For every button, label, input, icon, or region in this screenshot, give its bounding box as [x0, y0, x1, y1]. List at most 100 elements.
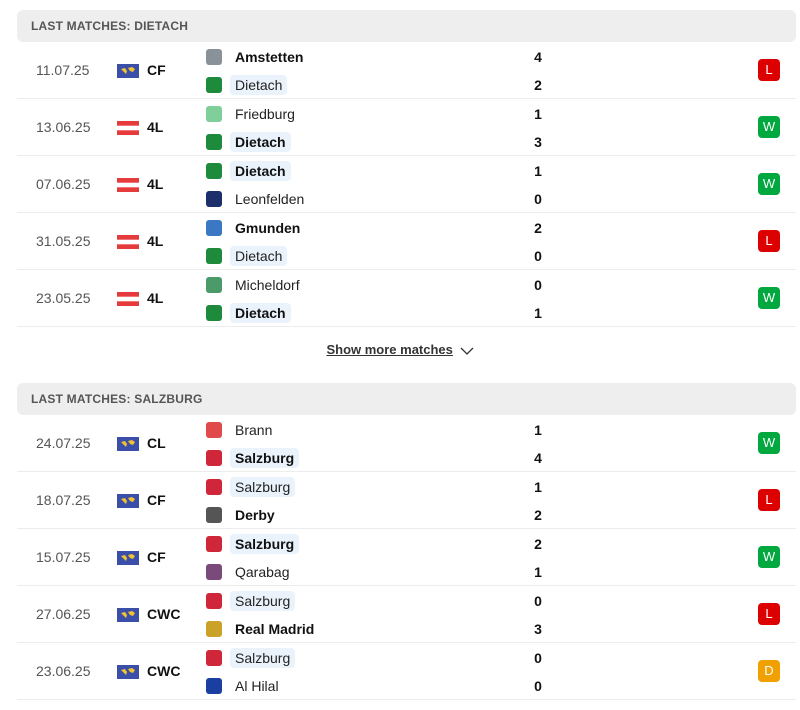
home-team[interactable]: Salzburg — [206, 532, 300, 556]
world-flag-icon — [117, 608, 139, 622]
home-team-logo-icon — [206, 650, 222, 666]
competition-label: 4L — [147, 176, 164, 192]
match-date: 13.06.25 — [36, 119, 91, 135]
away-team-name[interactable]: Derby — [235, 507, 275, 523]
austria-flag-icon — [117, 235, 139, 249]
competition-label: CWC — [147, 606, 181, 622]
home-team[interactable]: Salzburg — [206, 589, 296, 613]
home-team-name[interactable]: Salzburg — [230, 477, 296, 497]
show-more-matches-link[interactable]: Show more matches — [326, 342, 453, 357]
away-team-name[interactable]: Qarabag — [235, 564, 290, 580]
competition-label: 4L — [147, 233, 164, 249]
home-team-name[interactable]: Micheldorf — [235, 277, 300, 293]
away-team-name[interactable]: Dietach — [230, 246, 288, 266]
home-team[interactable]: Friedburg — [206, 102, 300, 126]
austria-flag-icon — [117, 178, 139, 192]
match-row[interactable]: 23.06.25 CWC Salzburg Al Hilal 0 0 D — [17, 643, 796, 700]
match-row[interactable]: 18.07.25 CF Salzburg Derby 1 2 L — [17, 472, 796, 529]
result-badge: L — [758, 59, 780, 81]
away-score: 1 — [534, 305, 542, 321]
match-row[interactable]: 31.05.25 4L Gmunden Dietach 2 0 L — [17, 213, 796, 270]
result-badge: D — [758, 660, 780, 682]
competition-label: CL — [147, 435, 166, 451]
away-team[interactable]: Dietach — [206, 130, 291, 154]
away-team[interactable]: Dietach — [206, 73, 288, 97]
away-team[interactable]: Leonfelden — [206, 187, 309, 211]
competition-label: CF — [147, 62, 166, 78]
away-score: 0 — [534, 248, 542, 264]
away-team-name[interactable]: Dietach — [230, 303, 291, 323]
away-team[interactable]: Derby — [206, 503, 280, 527]
competition-label: CF — [147, 549, 166, 565]
home-team[interactable]: Amstetten — [206, 45, 308, 69]
away-team-name[interactable]: Dietach — [230, 75, 288, 95]
away-team[interactable]: Al Hilal — [206, 674, 284, 698]
home-team[interactable]: Dietach — [206, 159, 291, 183]
match-row[interactable]: 23.05.25 4L Micheldorf Dietach 0 1 W — [17, 270, 796, 327]
home-team-logo-icon — [206, 106, 222, 122]
home-team-name[interactable]: Salzburg — [230, 648, 296, 668]
competition-label: CF — [147, 492, 166, 508]
austria-flag-icon — [117, 121, 139, 135]
away-score: 4 — [534, 450, 542, 466]
away-team-name[interactable]: Leonfelden — [235, 191, 305, 207]
result-badge: L — [758, 489, 780, 511]
home-team-name[interactable]: Dietach — [230, 161, 291, 181]
austria-flag-icon — [117, 292, 139, 306]
away-team[interactable]: Dietach — [206, 244, 288, 268]
match-row[interactable]: 07.06.25 4L Dietach Leonfelden 1 0 W — [17, 156, 796, 213]
home-score: 1 — [534, 163, 542, 179]
home-score: 2 — [534, 220, 542, 236]
away-score: 3 — [534, 621, 542, 637]
match-date: 27.06.25 — [36, 606, 91, 622]
match-date: 23.05.25 — [36, 290, 91, 306]
home-team-logo-icon — [206, 479, 222, 495]
match-row[interactable]: 27.06.25 CWC Salzburg Real Madrid 0 3 L — [17, 586, 796, 643]
away-team-logo-icon — [206, 621, 222, 637]
match-date: 11.07.25 — [36, 62, 90, 78]
world-flag-icon — [117, 551, 139, 565]
section-header: LAST MATCHES: SALZBURG — [17, 383, 796, 415]
away-team-name[interactable]: Salzburg — [230, 448, 300, 468]
home-score: 1 — [534, 106, 542, 122]
away-team[interactable]: Salzburg — [206, 446, 300, 470]
match-row[interactable]: 11.07.25 CF Amstetten Dietach 4 2 L — [17, 42, 796, 99]
dietach-last-matches: LAST MATCHES: DIETACH 11.07.25 CF Amstette… — [17, 10, 796, 327]
away-score: 0 — [534, 191, 542, 207]
home-team[interactable]: Brann — [206, 418, 277, 442]
home-score: 0 — [534, 650, 542, 666]
home-team-name[interactable]: Amstetten — [235, 49, 304, 65]
match-date: 23.06.25 — [36, 663, 91, 679]
home-team-name[interactable]: Salzburg — [230, 534, 300, 554]
home-team[interactable]: Gmunden — [206, 216, 305, 240]
match-row[interactable]: 13.06.25 4L Friedburg Dietach 1 3 W — [17, 99, 796, 156]
away-team-logo-icon — [206, 191, 222, 207]
match-row[interactable]: 24.07.25 CL Brann Salzburg 1 4 W — [17, 415, 796, 472]
section-header: LAST MATCHES: DIETACH — [17, 10, 796, 42]
home-team-name[interactable]: Gmunden — [235, 220, 301, 236]
match-date: 07.06.25 — [36, 176, 91, 192]
away-team[interactable]: Real Madrid — [206, 617, 319, 641]
home-team[interactable]: Salzburg — [206, 646, 296, 670]
match-row[interactable]: 15.07.25 CF Salzburg Qarabag 2 1 W — [17, 529, 796, 586]
match-date: 24.07.25 — [36, 435, 91, 451]
home-team-name[interactable]: Brann — [235, 422, 273, 438]
competition-label: 4L — [147, 290, 164, 306]
away-team[interactable]: Dietach — [206, 301, 291, 325]
home-team[interactable]: Salzburg — [206, 475, 296, 499]
away-team-name[interactable]: Real Madrid — [235, 621, 315, 637]
result-badge: W — [758, 546, 780, 568]
result-badge: W — [758, 287, 780, 309]
away-team-logo-icon — [206, 134, 222, 150]
home-team-name[interactable]: Friedburg — [235, 106, 295, 122]
away-team-name[interactable]: Dietach — [230, 132, 291, 152]
home-team-logo-icon — [206, 422, 222, 438]
home-score: 4 — [534, 49, 542, 65]
away-team-name[interactable]: Al Hilal — [235, 678, 279, 694]
home-team[interactable]: Micheldorf — [206, 273, 305, 297]
home-team-name[interactable]: Salzburg — [230, 591, 296, 611]
home-score: 0 — [534, 277, 542, 293]
result-badge: W — [758, 173, 780, 195]
chevron-down-icon[interactable] — [460, 346, 474, 356]
away-team[interactable]: Qarabag — [206, 560, 294, 584]
